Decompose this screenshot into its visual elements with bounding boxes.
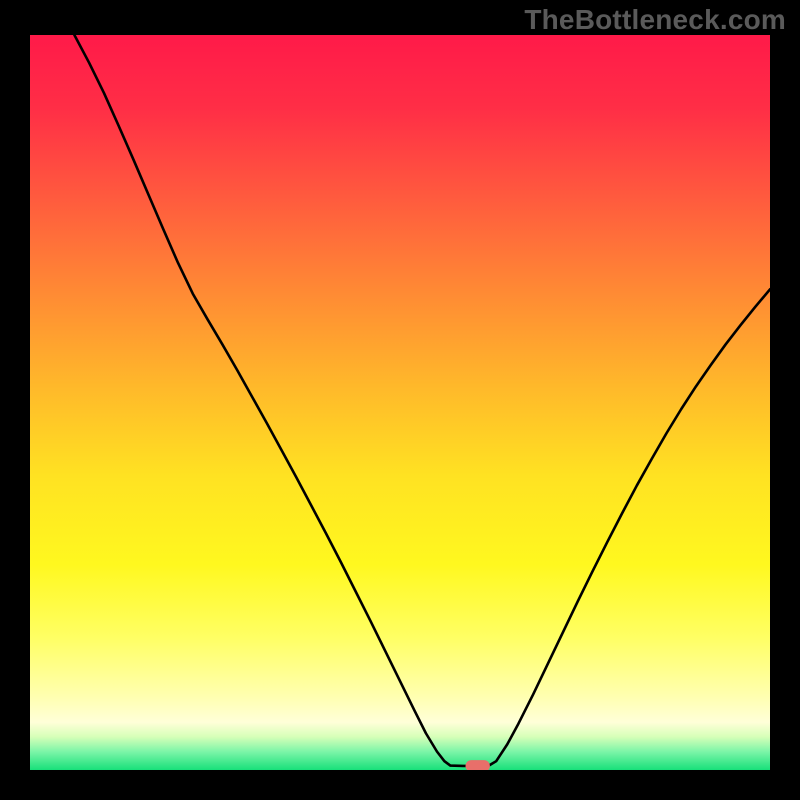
optimal-marker xyxy=(465,760,489,772)
chart-stage: TheBottleneck.com xyxy=(0,0,800,800)
plot-background xyxy=(30,35,770,770)
bottleneck-v-curve-chart xyxy=(0,0,800,800)
